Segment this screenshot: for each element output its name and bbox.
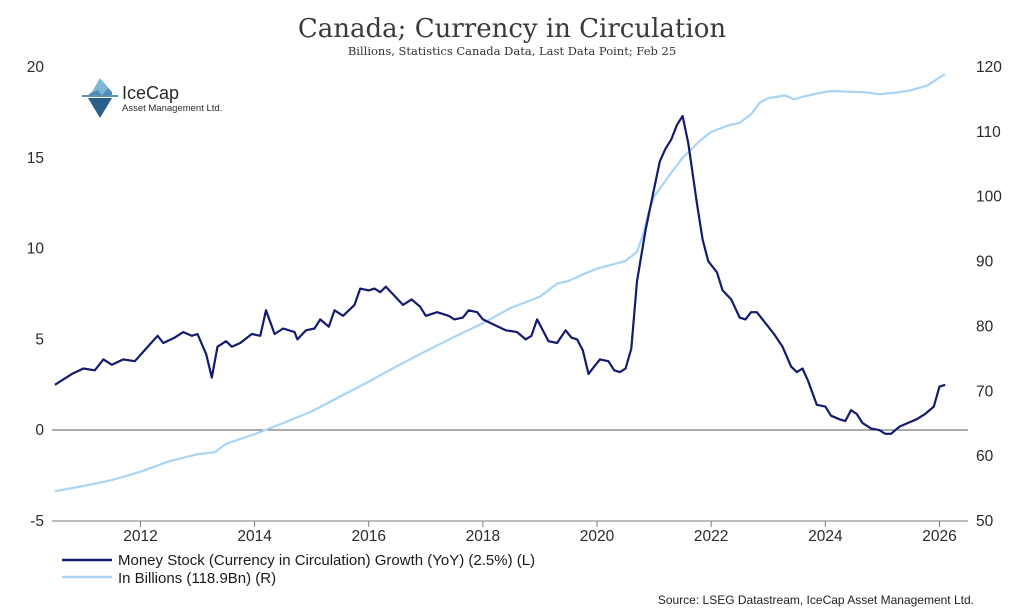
logo-subtitle: Asset Management Ltd. — [122, 103, 222, 114]
x-tick-label: 2018 — [466, 528, 500, 545]
x-tick-label: 2022 — [694, 528, 728, 545]
x-axis-ticks: 2012 2014 2016 2018 2020 2022 2024 2026 — [123, 521, 957, 545]
logo-name: IceCap — [122, 83, 179, 103]
legend: Money Stock (Currency in Circulation) Gr… — [62, 552, 535, 587]
icecap-logo: IceCap Asset Management Ltd. — [82, 78, 222, 118]
y-right-axis-ticks: 120 110 100 90 80 70 60 50 — [976, 59, 1002, 530]
x-tick-label: 2014 — [237, 528, 272, 545]
x-tick-label: 2024 — [808, 528, 843, 545]
x-tick-label: 2020 — [580, 528, 615, 545]
x-tick-label: 2026 — [922, 528, 956, 545]
y-right-tick-label: 90 — [976, 254, 994, 271]
y-left-tick-label: 15 — [27, 150, 44, 167]
y-right-tick-label: 100 — [976, 189, 1002, 206]
y-right-tick-label: 70 — [976, 383, 994, 400]
legend-label-money-stock: Money Stock (Currency in Circulation) Gr… — [118, 552, 535, 569]
y-right-tick-label: 60 — [976, 448, 994, 465]
chart-title: Canada; Currency in Circulation — [298, 14, 726, 44]
y-right-tick-label: 110 — [976, 124, 1001, 141]
iceberg-icon — [82, 78, 118, 118]
x-tick-label: 2012 — [123, 528, 157, 545]
y-left-axis-ticks: 20 15 10 5 0 -5 — [27, 59, 45, 530]
y-right-tick-label: 50 — [976, 513, 994, 530]
x-tick-label: 2016 — [352, 528, 386, 545]
y-left-tick-label: 5 — [35, 331, 44, 348]
y-left-tick-label: 20 — [27, 59, 45, 76]
y-left-tick-label: 0 — [35, 422, 44, 439]
y-right-tick-label: 120 — [976, 59, 1002, 76]
chart-subtitle: Billions, Statistics Canada Data, Last D… — [348, 44, 676, 58]
y-left-tick-label: -5 — [30, 513, 44, 530]
y-left-tick-label: 10 — [27, 241, 45, 258]
series-line-money-stock-growth — [54, 114, 946, 435]
series-line-in-billions — [54, 73, 946, 493]
source-note: Source: LSEG Datastream, IceCap Asset Ma… — [658, 593, 974, 607]
y-right-tick-label: 80 — [976, 318, 994, 335]
legend-label-in-billions: In Billions (118.9Bn) (R) — [118, 570, 276, 587]
